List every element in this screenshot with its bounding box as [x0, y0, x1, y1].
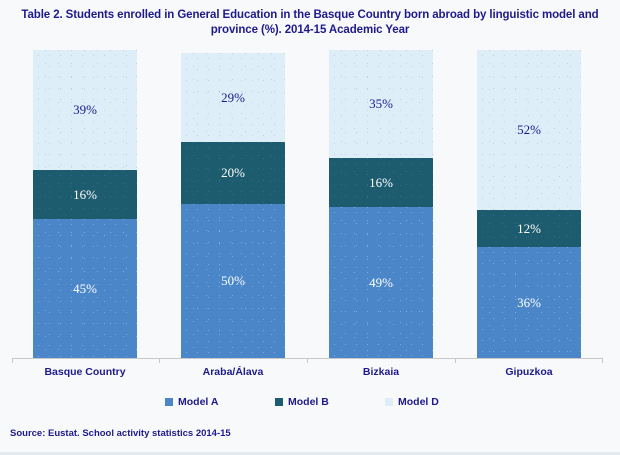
axis-tick — [602, 358, 603, 363]
bar-segment-model-d[interactable]: 35% — [329, 50, 433, 158]
bar-segment-model-b[interactable]: 20% — [181, 142, 285, 204]
bar-basque-country[interactable]: 39% 16% 45% — [33, 50, 137, 358]
category-label-gipuzkoa: Gipuzkoa — [505, 366, 553, 378]
chart-title: Table 2. Students enrolled in General Ed… — [21, 9, 599, 36]
bar-araba-alava[interactable]: 29% 20% 50% — [181, 53, 285, 358]
chart-legend: Model A Model B Model D — [0, 396, 620, 412]
bar-segment-label: 16% — [369, 174, 393, 190]
legend-item-model-a[interactable]: Model A — [165, 396, 218, 408]
legend-label: Model A — [178, 396, 219, 408]
bar-segment-label: 12% — [517, 220, 541, 236]
bar-segment-label: 20% — [221, 165, 245, 180]
legend-label: Model D — [398, 396, 439, 408]
bar-bizkaia[interactable]: 35% 16% 49% — [329, 50, 433, 358]
bar-segment-model-a[interactable]: 36% — [477, 247, 581, 358]
category-label-basque-country: Basque Country — [44, 366, 126, 378]
axis-tick — [455, 358, 456, 363]
bar-segment-model-b[interactable]: 16% — [329, 158, 433, 207]
bar-segment-model-a[interactable]: 45% — [33, 219, 137, 358]
bar-segment-model-b[interactable]: 16% — [33, 170, 137, 219]
bar-segment-model-b[interactable]: 12% — [477, 210, 581, 247]
legend-label: Model B — [288, 396, 329, 408]
bar-segment-label: 29% — [221, 89, 245, 105]
legend-swatch-icon — [165, 398, 173, 406]
bar-segment-label: 50% — [221, 273, 245, 288]
bar-segment-label: 39% — [73, 102, 97, 117]
source-note: Source: Eustat. School activity statisti… — [10, 428, 231, 439]
bar-segment-model-d[interactable]: 29% — [181, 53, 285, 142]
bar-segment-label: 49% — [369, 274, 393, 290]
axis-tick — [159, 358, 160, 363]
bar-segment-label: 36% — [517, 294, 541, 310]
legend-item-model-d[interactable]: Model D — [385, 396, 439, 408]
legend-swatch-icon — [385, 398, 393, 406]
bar-segment-model-a[interactable]: 49% — [329, 207, 433, 358]
bar-segment-model-a[interactable]: 50% — [181, 204, 285, 358]
bar-segment-label: 35% — [369, 96, 393, 111]
axis-tick — [307, 358, 308, 363]
legend-swatch-icon — [275, 398, 283, 406]
plot-area: 39% 16% 45% 29% 20% 50% 35% 16% 49% 52% … — [0, 50, 620, 363]
category-label-bizkaia: Bizkaia — [362, 366, 400, 378]
axis-tick — [12, 358, 13, 363]
legend-item-model-b[interactable]: Model B — [275, 396, 329, 408]
category-label-araba-alava: Araba/Álava — [202, 366, 264, 378]
bar-segment-label: 45% — [73, 280, 97, 296]
bar-segment-model-d[interactable]: 39% — [33, 50, 137, 170]
bar-gipuzkoa[interactable]: 52% 12% 36% — [477, 50, 581, 358]
bar-segment-label: 52% — [517, 122, 541, 137]
bar-segment-model-d[interactable]: 52% — [477, 50, 581, 210]
bar-segment-label: 16% — [73, 186, 97, 202]
